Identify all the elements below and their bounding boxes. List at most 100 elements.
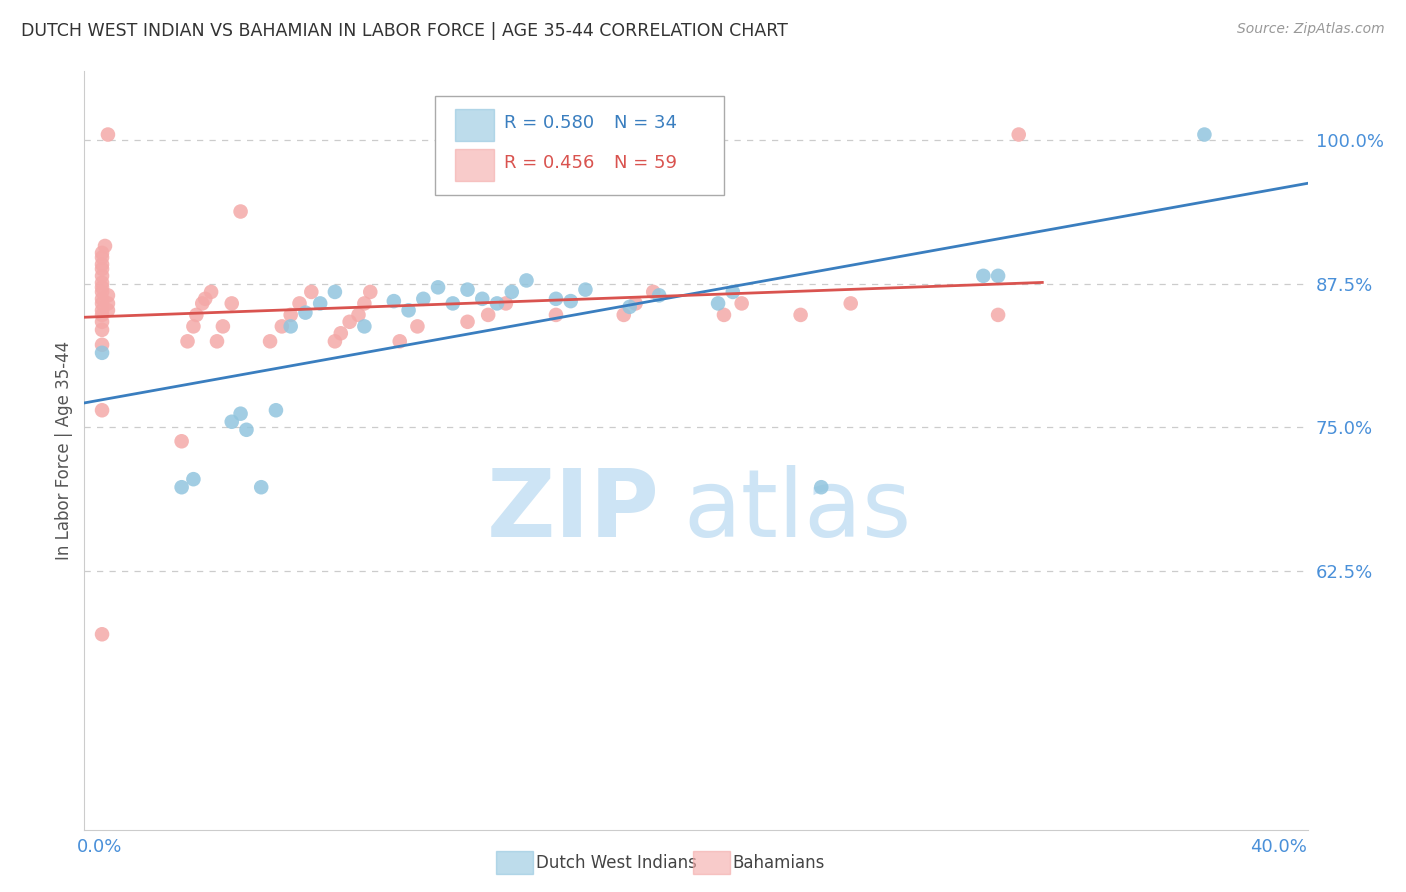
Point <box>280 319 302 334</box>
Point <box>221 415 243 429</box>
FancyBboxPatch shape <box>456 110 494 141</box>
Point <box>288 296 311 310</box>
Point <box>309 296 332 310</box>
Text: ZIP: ZIP <box>486 465 659 558</box>
Point <box>221 296 243 310</box>
Point <box>412 292 434 306</box>
Text: N = 59: N = 59 <box>614 154 678 172</box>
Point <box>329 326 352 341</box>
Point <box>91 315 114 329</box>
Text: atlas: atlas <box>683 465 912 558</box>
Text: Source: ZipAtlas.com: Source: ZipAtlas.com <box>1237 22 1385 37</box>
Point <box>574 283 596 297</box>
Point <box>839 296 862 310</box>
Text: R = 0.456: R = 0.456 <box>503 154 595 172</box>
Point <box>972 268 994 283</box>
Point <box>347 308 370 322</box>
Point <box>97 288 120 302</box>
Point <box>97 303 120 318</box>
Point <box>398 303 420 318</box>
Point <box>91 268 114 283</box>
Point <box>186 308 208 322</box>
Point <box>229 407 252 421</box>
Point <box>477 308 499 322</box>
Point <box>457 283 479 297</box>
Point <box>91 303 114 318</box>
Point <box>713 308 735 322</box>
Point <box>205 334 228 349</box>
Point <box>91 280 114 294</box>
Point <box>183 472 205 486</box>
Point <box>810 480 832 494</box>
Point <box>441 296 464 310</box>
Point <box>94 239 117 253</box>
Point <box>97 128 120 142</box>
Point <box>191 296 214 310</box>
Point <box>91 276 114 290</box>
Point <box>91 245 114 260</box>
Point <box>170 480 193 494</box>
Text: Dutch West Indians: Dutch West Indians <box>536 854 696 871</box>
Point <box>229 204 252 219</box>
Point <box>323 285 346 299</box>
Point <box>789 308 811 322</box>
Point <box>457 315 479 329</box>
Point <box>91 346 114 360</box>
Point <box>388 334 411 349</box>
Point <box>987 308 1010 322</box>
Point <box>619 300 641 314</box>
Y-axis label: In Labor Force | Age 35-44: In Labor Force | Age 35-44 <box>55 341 73 560</box>
Point <box>91 627 114 641</box>
Point <box>471 292 494 306</box>
FancyBboxPatch shape <box>456 150 494 181</box>
Point <box>544 292 567 306</box>
Point <box>353 319 375 334</box>
Point <box>200 285 222 299</box>
Point <box>176 334 198 349</box>
Point <box>515 273 537 287</box>
Point <box>544 308 567 322</box>
Point <box>91 296 114 310</box>
Point <box>91 323 114 337</box>
Point <box>170 434 193 449</box>
Point <box>91 262 114 277</box>
Point <box>250 480 273 494</box>
Point <box>235 423 257 437</box>
Point <box>359 285 381 299</box>
Point <box>987 268 1010 283</box>
Point <box>613 308 636 322</box>
Point <box>624 296 647 310</box>
Point <box>91 292 114 306</box>
Point <box>721 285 744 299</box>
Point <box>707 296 730 310</box>
Point <box>91 285 114 299</box>
Point <box>1194 128 1216 142</box>
Point <box>323 334 346 349</box>
Point <box>299 285 322 299</box>
Point <box>406 319 429 334</box>
Text: N = 34: N = 34 <box>614 114 678 132</box>
Point <box>353 296 375 310</box>
Point <box>91 338 114 352</box>
Point <box>501 285 523 299</box>
Point <box>280 308 302 322</box>
Point <box>264 403 287 417</box>
Point <box>427 280 450 294</box>
Point <box>183 319 205 334</box>
Point <box>1008 128 1031 142</box>
Text: Bahamians: Bahamians <box>733 854 825 871</box>
Point <box>294 305 316 319</box>
Text: R = 0.580: R = 0.580 <box>503 114 595 132</box>
Point <box>194 292 217 306</box>
Point <box>270 319 292 334</box>
Point <box>730 296 752 310</box>
Point <box>91 308 114 322</box>
Text: DUTCH WEST INDIAN VS BAHAMIAN IN LABOR FORCE | AGE 35-44 CORRELATION CHART: DUTCH WEST INDIAN VS BAHAMIAN IN LABOR F… <box>21 22 787 40</box>
Point <box>560 294 582 309</box>
Point <box>382 294 405 309</box>
Point <box>91 257 114 271</box>
Point <box>485 296 508 310</box>
Point <box>643 285 665 299</box>
Point <box>212 319 235 334</box>
Point <box>495 296 517 310</box>
